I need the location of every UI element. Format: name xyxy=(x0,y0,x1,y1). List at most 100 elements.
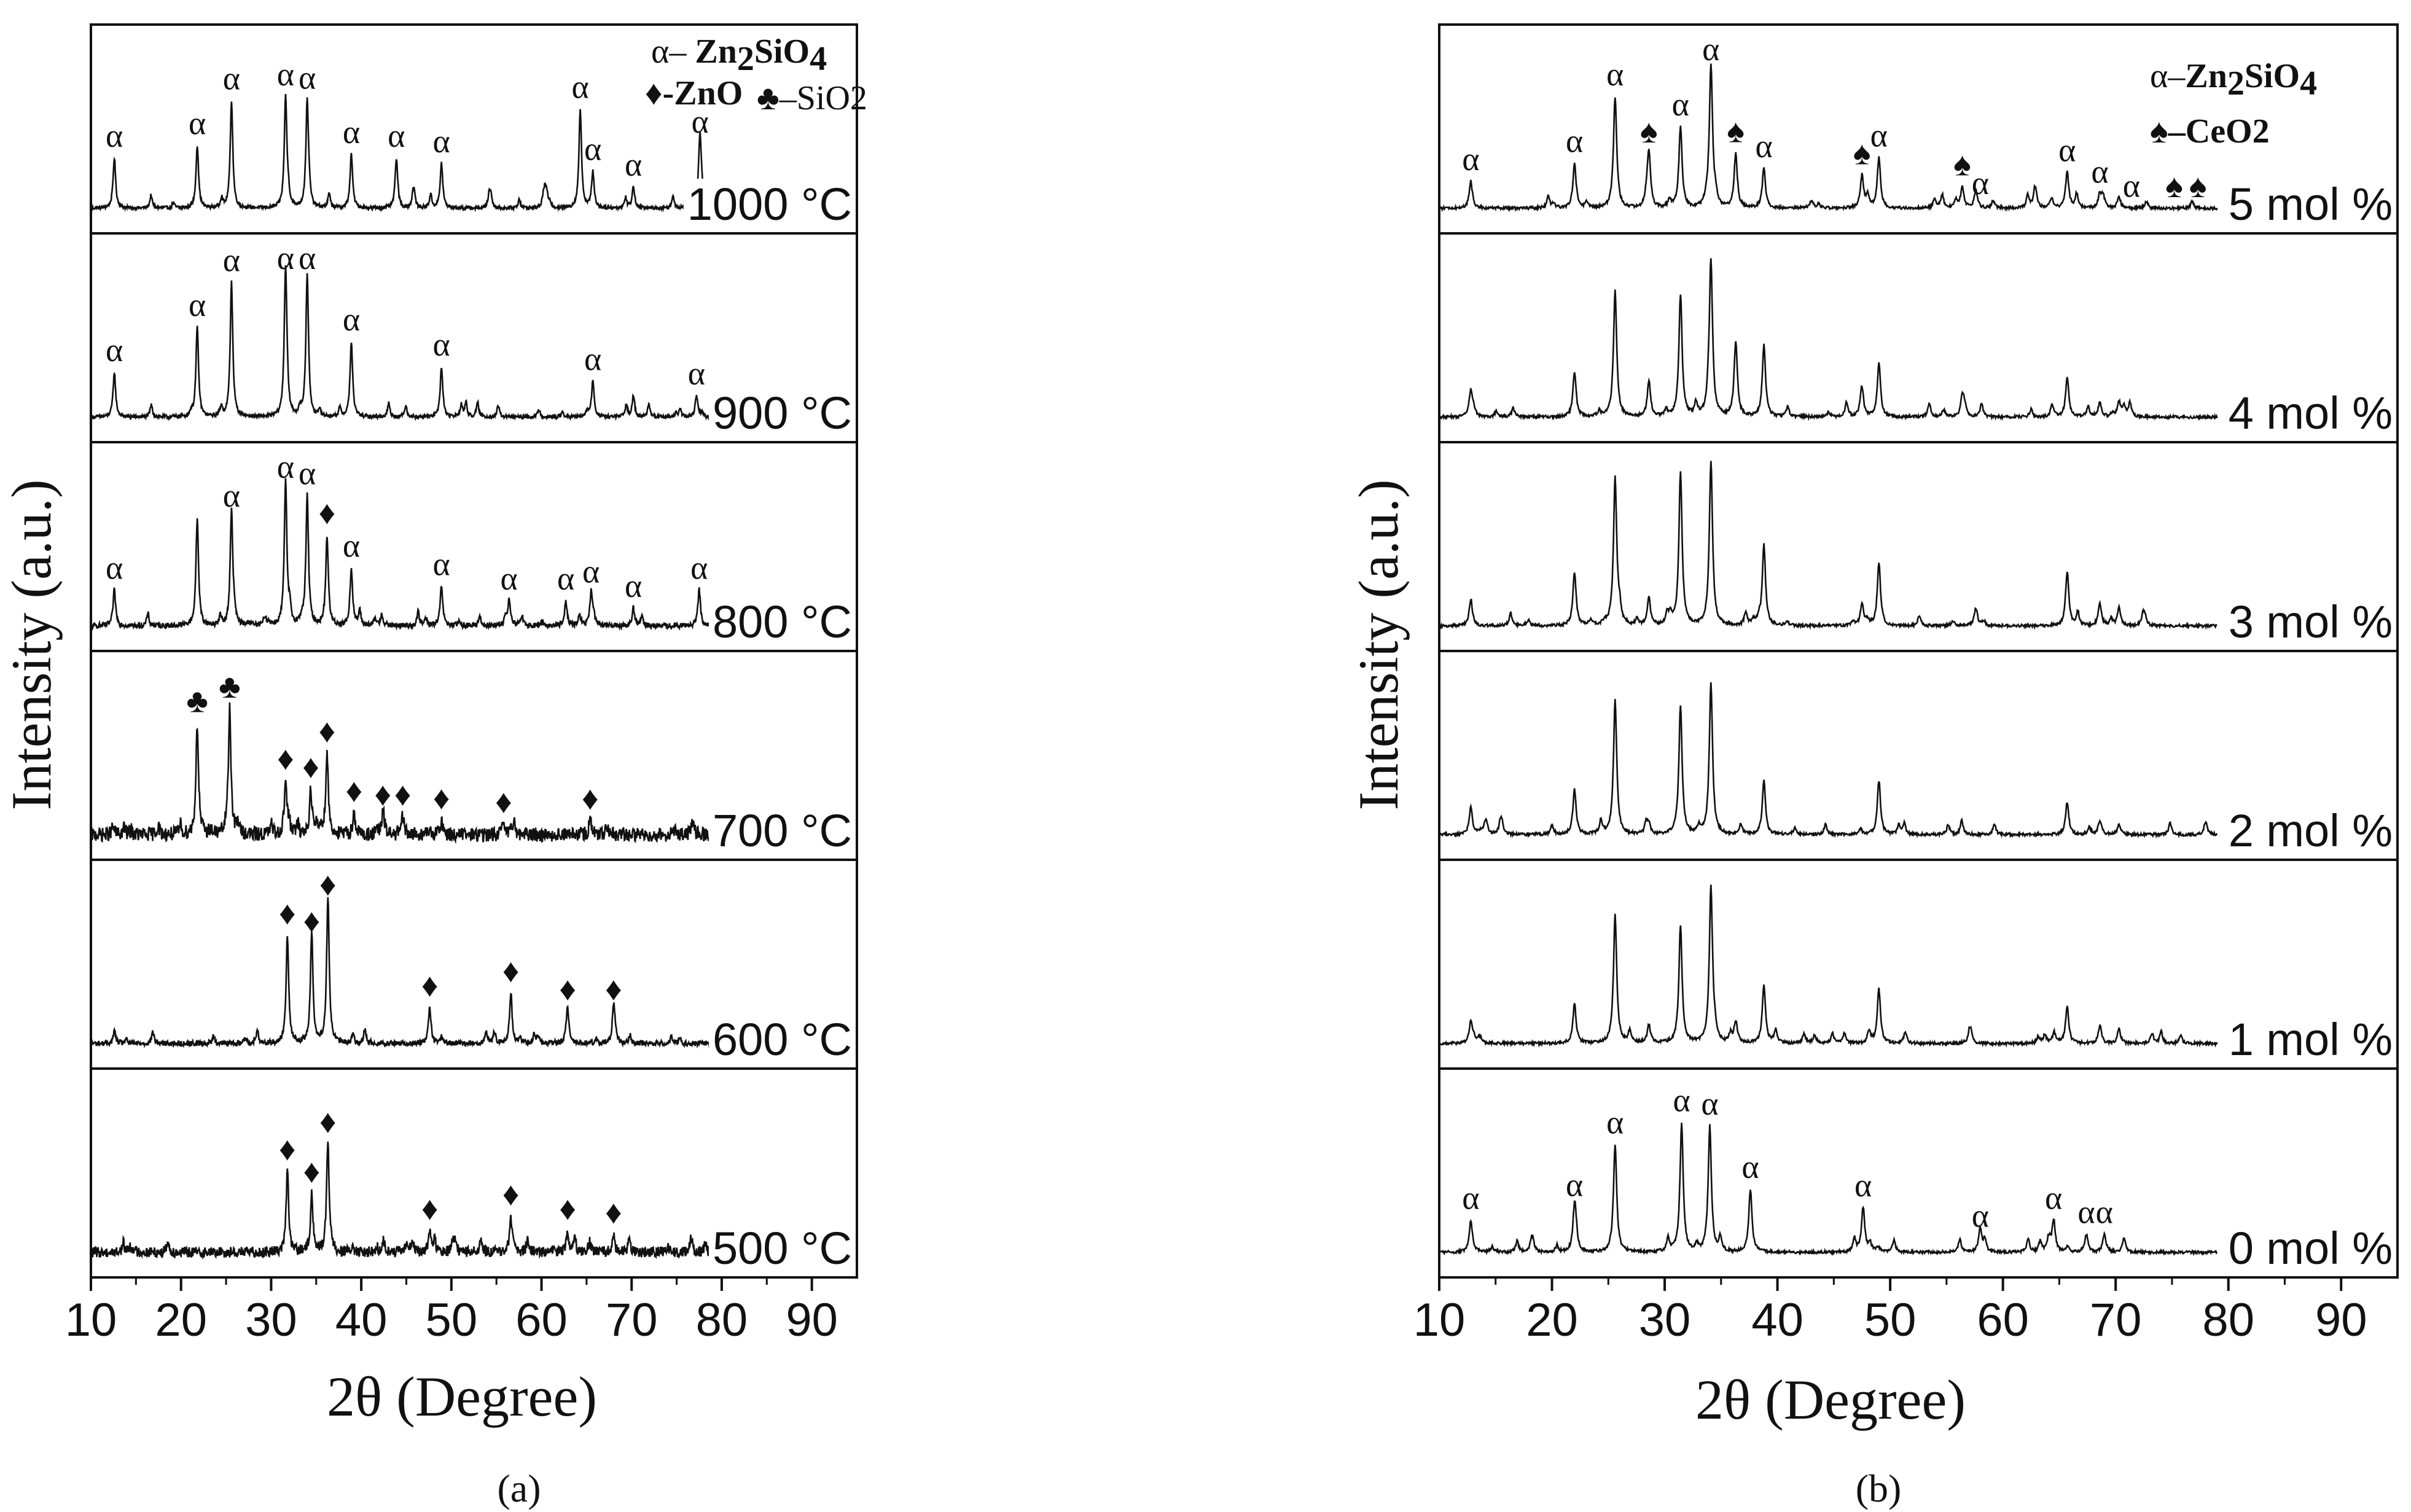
peak-marker-alpha: α xyxy=(1462,1180,1479,1217)
x-tick-label: 30 xyxy=(245,1294,297,1346)
peak-marker-alpha: α xyxy=(1972,1198,1989,1234)
panel-a-x-axis: 10 20 30 40 50 60 70 80 90 xyxy=(65,1277,838,1346)
series-label: 500 °C xyxy=(713,1223,852,1274)
series-label: 3 mol % xyxy=(2229,596,2393,647)
peak-marker-zno: ♦ xyxy=(303,903,321,940)
trace-5-mol- xyxy=(1438,63,2218,212)
trace-4-mol- xyxy=(1438,258,2218,421)
peak-marker-ceo2: ♠ xyxy=(1727,113,1745,150)
peak-marker-zno: ♦ xyxy=(582,780,599,817)
peak-marker-sio2: ♣ xyxy=(186,682,208,719)
trace-1-mol- xyxy=(1438,884,2218,1048)
x-tick-label: 50 xyxy=(426,1294,478,1346)
peak-marker-alpha: α xyxy=(299,454,316,491)
series-label-bg xyxy=(683,179,853,230)
panel-a-caption: (a) xyxy=(497,1467,541,1510)
legend-a-sio2: ♣–SiO2 xyxy=(757,79,867,117)
panel-b: α αα♠αα♠ α ♠ α♠ααα α ♠ ♠α ααα αα αα α α α 10 20 30 40 50 6… xyxy=(1347,23,2399,1510)
peak-marker-alpha: α xyxy=(2123,168,2140,205)
peak-marker-alpha: α xyxy=(189,104,206,141)
x-tick-label: 50 xyxy=(1864,1294,1917,1346)
peak-marker-alpha: α xyxy=(343,528,360,564)
peak-marker-ceo2: ♠ xyxy=(1953,146,1971,182)
x-tick-label: 40 xyxy=(335,1294,388,1346)
peak-marker-alpha: α xyxy=(557,560,574,597)
peak-marker-zno: ♦ xyxy=(279,1131,296,1167)
peak-marker-alpha: α xyxy=(2091,153,2108,190)
series-label: 1000 °C xyxy=(687,179,852,230)
trace-1000-c xyxy=(90,93,722,212)
peak-marker-zno: ♦ xyxy=(605,971,622,1008)
series-label-bg xyxy=(708,388,853,438)
trace-900-c xyxy=(90,265,722,422)
peak-marker-zno: ♦ xyxy=(421,967,439,1004)
x-tick-label: 30 xyxy=(1639,1294,1691,1346)
subplot-frame xyxy=(90,1067,858,1279)
series-label-bg xyxy=(2224,1223,2394,1274)
peak-marker-alpha: α xyxy=(690,550,708,586)
peak-marker-ceo2: ♠ xyxy=(2165,168,2183,205)
peak-marker-ceo2: ♠ xyxy=(1853,134,1871,171)
series-label: 2 mol % xyxy=(2229,805,2393,856)
trace-0-mol- xyxy=(1438,1123,2218,1257)
peak-marker-alpha: α xyxy=(433,123,450,160)
peak-marker-alpha: α xyxy=(106,550,123,586)
trace-500-c xyxy=(90,1141,723,1260)
peak-marker-alpha: α xyxy=(223,477,240,514)
peak-marker-alpha: α xyxy=(343,114,360,150)
panel-b-frames xyxy=(1438,23,2399,1279)
peak-marker-alpha: α xyxy=(584,130,601,167)
x-tick-label: 90 xyxy=(2315,1294,2367,1346)
trace-2-mol- xyxy=(1439,682,2218,839)
peak-marker-alpha: α xyxy=(1701,1085,1718,1122)
peak-marker-alpha: α xyxy=(433,546,450,583)
panel-a-y-axis-title: Intensity (a.u.) xyxy=(0,479,63,810)
peak-marker-zno: ♦ xyxy=(502,1176,520,1213)
peak-marker-alpha: α xyxy=(1606,56,1624,93)
series-label: 1 mol % xyxy=(2229,1014,2393,1065)
peak-marker-zno: ♦ xyxy=(302,748,319,785)
peak-marker-alpha: α xyxy=(1854,1167,1872,1204)
panel-a-traces xyxy=(90,93,723,1260)
peak-marker-alpha: α xyxy=(688,355,705,392)
panel-b-y-axis-title: Intensity (a.u.) xyxy=(1347,479,1410,810)
series-label: 900 °C xyxy=(713,388,852,438)
x-tick-label: 20 xyxy=(1526,1294,1578,1346)
peak-marker-alpha: α xyxy=(343,301,360,338)
legend-a-zno: ♦-ZnO xyxy=(645,74,743,112)
panel-b-legend: α–Zn2SiO4 ♠–CeO2 xyxy=(2150,57,2317,150)
panel-b-caption: (b) xyxy=(1856,1467,1902,1510)
trace-3-mol- xyxy=(1439,461,2218,631)
series-label: 5 mol % xyxy=(2229,179,2393,230)
peak-marker-alpha: α xyxy=(1606,1104,1624,1140)
peak-marker-zno: ♦ xyxy=(421,1190,439,1227)
x-tick-label: 70 xyxy=(2090,1294,2142,1346)
peak-marker-zno: ♦ xyxy=(502,953,520,989)
peak-marker-zno: ♦ xyxy=(319,1104,337,1140)
x-tick-label: 80 xyxy=(696,1294,748,1346)
peak-marker-alpha: α xyxy=(277,448,294,485)
peak-marker-alpha: α xyxy=(1870,117,1888,154)
peak-marker-alpha: α xyxy=(1672,86,1689,123)
peak-marker-zno: ♦ xyxy=(375,776,392,813)
x-tick-label: 60 xyxy=(1977,1294,2029,1346)
peak-marker-alpha: α xyxy=(388,117,405,154)
panel-b-x-axis: 10 20 30 40 50 60 70 80 90 xyxy=(1413,1277,2367,1346)
series-label-bg xyxy=(708,596,853,647)
trace-700-c xyxy=(90,702,723,844)
legend-b-ceo2: ♠–CeO2 xyxy=(2150,112,2270,150)
peak-marker-zno: ♦ xyxy=(277,740,294,777)
trace-600-c xyxy=(90,897,723,1049)
peak-marker-sio2: ♣ xyxy=(219,668,240,705)
series-label-bg xyxy=(2224,388,2394,438)
peak-marker-zno: ♦ xyxy=(559,970,576,1007)
peak-marker-alpha: α xyxy=(1566,1167,1583,1204)
x-tick-label: 70 xyxy=(606,1294,658,1346)
panel-b-traces xyxy=(1438,63,2218,1257)
panel-a-series-labels: 1000 °C 900 °C 800 °C 700 °C 600 °C 500 °C xyxy=(683,179,853,1274)
peak-marker-ceo2: ♠ xyxy=(2189,168,2207,205)
peak-marker-alpha: α xyxy=(1566,123,1583,160)
panel-a-frames xyxy=(90,23,858,1279)
x-tick-label: 40 xyxy=(1751,1294,1803,1346)
